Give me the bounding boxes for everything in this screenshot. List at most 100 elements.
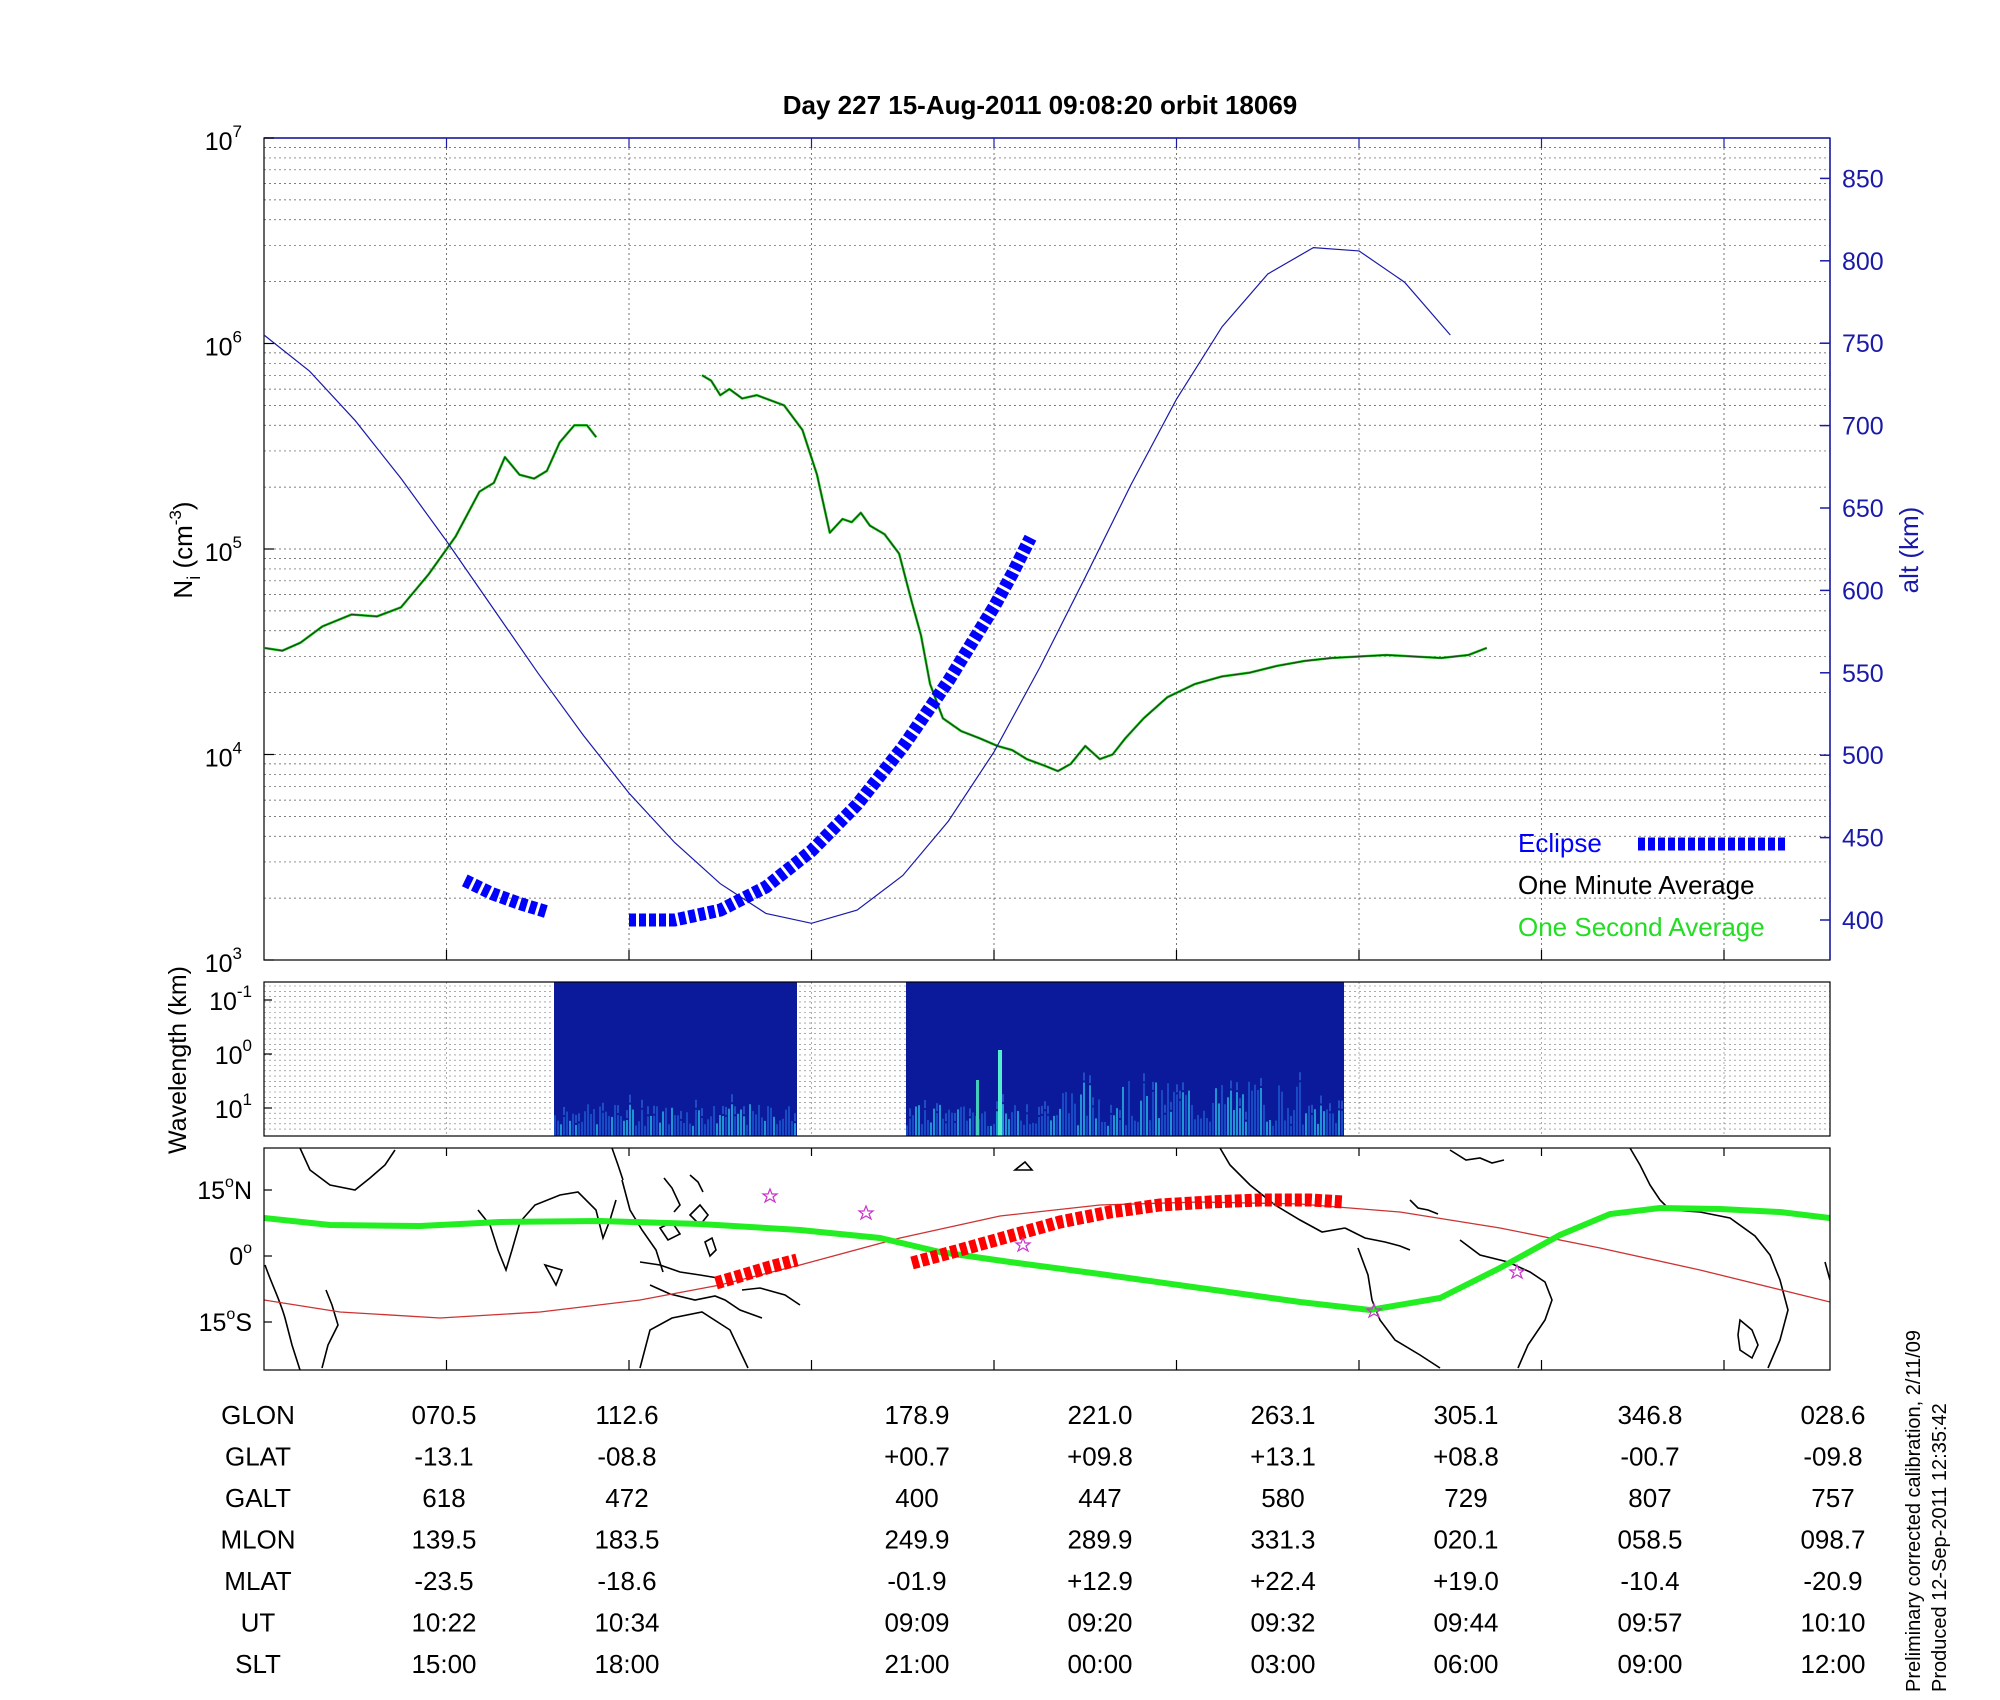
spectrum-column <box>1242 1094 1244 1136</box>
spectrum-fleck <box>1329 1103 1331 1112</box>
spectrum-column <box>635 1125 637 1136</box>
spectrum-column <box>1059 1108 1061 1136</box>
left-tick-label: 107 <box>205 122 242 156</box>
spectrum-column <box>1269 1119 1271 1136</box>
spectrum-column <box>1077 1125 1079 1136</box>
spectrum-fleck <box>954 1112 956 1121</box>
spectrum-column <box>785 1109 787 1136</box>
spectrum-column <box>1020 1120 1022 1136</box>
table-cell: 178.9 <box>884 1400 949 1430</box>
table-cell: -23.5 <box>414 1566 473 1596</box>
lat-tick-degree: o <box>226 1306 235 1323</box>
spectrum-column <box>1305 1113 1307 1136</box>
spectrum-column <box>1074 1103 1076 1136</box>
left-tick-base: 10 <box>205 539 233 567</box>
table-row-label-galt: GALT <box>225 1483 291 1513</box>
spectrum-fleck <box>1341 1100 1343 1109</box>
spectrum-column <box>1212 1103 1214 1136</box>
spectrum-column <box>587 1104 589 1136</box>
left-tick-base: 10 <box>205 950 233 978</box>
spectrum-column <box>1041 1115 1043 1136</box>
spectrum-fleck <box>1038 1106 1040 1115</box>
legend-eclipse-label: Eclipse <box>1518 828 1602 858</box>
spectrum-column <box>1194 1119 1196 1136</box>
spectrum-column <box>761 1117 763 1136</box>
table-cell: +12.9 <box>1067 1566 1133 1596</box>
spectrum-column <box>1164 1114 1166 1136</box>
table-cell: 12:00 <box>1800 1649 1865 1679</box>
spectrum-column <box>755 1114 757 1136</box>
spectrum-fleck <box>743 1106 745 1115</box>
spectrum-column <box>710 1116 712 1136</box>
spectrum-column <box>1284 1120 1286 1136</box>
y-left-label-exp: -3 <box>166 510 185 525</box>
table-cell: 10:10 <box>1800 1608 1865 1638</box>
spectrum-column <box>1275 1120 1277 1136</box>
left-tick-exp: 4 <box>233 739 242 758</box>
spectrum-column <box>599 1106 601 1136</box>
table-cell: 249.9 <box>884 1525 949 1555</box>
table-cell: 472 <box>605 1483 648 1513</box>
y-left-label-sub: i <box>184 576 204 580</box>
spectrum-column <box>1092 1107 1094 1136</box>
spectrum-column <box>749 1104 751 1136</box>
spectrum-fleck <box>1299 1072 1301 1081</box>
spectrum-column <box>969 1118 971 1136</box>
spectrum-column <box>728 1108 730 1136</box>
spectrum-column <box>1065 1091 1067 1136</box>
coastlines <box>264 1148 1830 1370</box>
spectrum-column <box>653 1115 655 1136</box>
spectrum-column <box>1341 1110 1343 1136</box>
table-row-label-ut: UT <box>241 1608 276 1638</box>
spectrum-column <box>1146 1096 1148 1136</box>
spectrum-column <box>1002 1104 1004 1136</box>
spectrum-column <box>1254 1084 1256 1136</box>
side-note-produced: Produced 12-Sep-2011 12:35:42 <box>1929 1403 1951 1692</box>
spectrum-column <box>644 1125 646 1136</box>
spectrum-column <box>1143 1083 1145 1136</box>
table-cell: +09.8 <box>1067 1442 1133 1472</box>
spectrum-column <box>1290 1125 1292 1136</box>
spectrum-column <box>554 1115 556 1136</box>
spectrum-column <box>1044 1111 1046 1136</box>
spectrum-column <box>1260 1087 1262 1136</box>
spectrum-column <box>731 1104 733 1136</box>
spectrum-column <box>593 1108 595 1136</box>
spectrum-column <box>1167 1083 1169 1136</box>
spectrum-column <box>1047 1115 1049 1136</box>
spectrum-column <box>1278 1085 1280 1136</box>
spectrum-column <box>626 1120 628 1136</box>
table-cell: +08.8 <box>1433 1442 1499 1472</box>
spectrum-fleck <box>1047 1105 1049 1114</box>
spectrum-column <box>764 1120 766 1136</box>
spectrum-column <box>623 1120 625 1136</box>
magnetic-equator-line <box>264 1201 1830 1319</box>
spectrum-column <box>939 1104 941 1136</box>
spectrum-tick-exp: -1 <box>237 982 252 1001</box>
spectrum-column <box>608 1116 610 1136</box>
spectrum-column <box>770 1107 772 1136</box>
spectrum-column <box>1209 1121 1211 1136</box>
spectrum-column <box>680 1120 682 1136</box>
spectrum-fleck <box>1245 1111 1247 1120</box>
right-tick-label: 850 <box>1842 165 1884 193</box>
spectrum-fleck <box>1083 1072 1085 1081</box>
spectrum-tick-base: 10 <box>215 1096 243 1124</box>
star-marker-4 <box>1365 1302 1383 1319</box>
spectrum-column <box>1161 1090 1163 1136</box>
spectrum-column <box>1035 1123 1037 1136</box>
spectrum-column <box>996 1111 998 1136</box>
spectrum-column <box>1173 1091 1175 1136</box>
spectrum-column <box>1137 1121 1139 1136</box>
spectrum-column <box>1068 1113 1070 1136</box>
spectrum-fleck <box>602 1102 604 1111</box>
spectrum-column <box>1083 1082 1085 1136</box>
spectrum-column <box>713 1106 715 1136</box>
spectrum-column <box>987 1125 989 1136</box>
spectrum-fleck <box>629 1094 631 1103</box>
table-cell: 21:00 <box>884 1649 949 1679</box>
left-tick-label: 103 <box>205 944 242 978</box>
